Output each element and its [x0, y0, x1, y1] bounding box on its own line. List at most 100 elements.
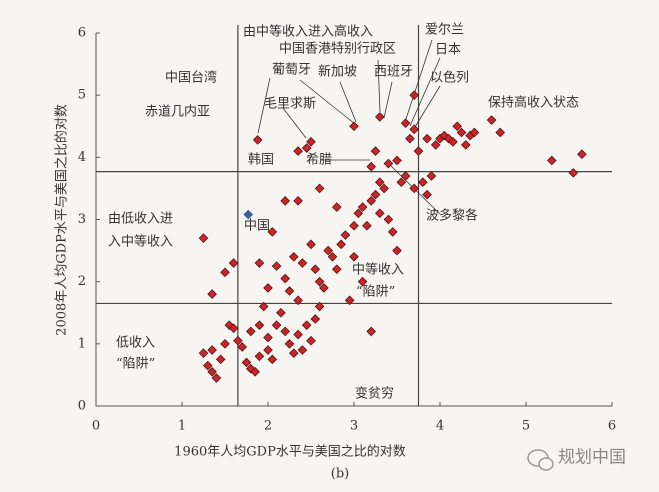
data-point [245, 326, 256, 337]
data-point [271, 320, 282, 330]
annotation: 韩国 [248, 153, 274, 168]
data-point [306, 136, 316, 147]
annotation: 毛里求斯 [264, 97, 316, 112]
y-tick-label: 4 [78, 150, 86, 165]
data-point [319, 283, 329, 293]
data-point [349, 251, 359, 262]
data-point [243, 209, 254, 220]
data-point [383, 158, 394, 169]
data-point [357, 202, 368, 212]
data-point [336, 239, 346, 250]
data-point [263, 283, 273, 293]
annotation: 中国台湾 [165, 70, 217, 86]
data-point [379, 183, 389, 194]
annotation: “陷阱” [356, 285, 395, 300]
annotation: 波多黎各 [426, 208, 478, 224]
data-point [314, 276, 325, 287]
data-point [370, 146, 381, 156]
data-point [362, 220, 372, 231]
data-point [207, 289, 217, 299]
data-point [241, 357, 252, 368]
data-point [366, 326, 377, 337]
data-point [198, 348, 209, 358]
data-point [306, 239, 316, 250]
data-point [422, 189, 432, 200]
data-point [323, 245, 334, 256]
watermark-icon [527, 449, 554, 471]
data-point [460, 140, 471, 150]
data-point [252, 135, 263, 145]
annotation: 以色列 [430, 70, 469, 86]
data-point [267, 227, 278, 237]
y-tick-label: 6 [78, 26, 86, 41]
annotation: 中等收入 [352, 262, 404, 278]
data-point [417, 177, 428, 188]
data-point [293, 196, 303, 206]
data-point [271, 261, 282, 271]
data-point [495, 127, 506, 138]
x-tick-label: 5 [522, 419, 530, 434]
data-point [211, 373, 222, 383]
data-point [456, 127, 467, 138]
y-tick-label: 3 [78, 212, 86, 227]
x-tick-label: 6 [608, 419, 616, 434]
annotation: 由中等收入进入高收入 [243, 24, 373, 40]
annotation: 保持高收入状态 [488, 95, 579, 111]
data-point [400, 171, 411, 181]
data-point [383, 214, 394, 225]
arrow [299, 79, 356, 125]
data-point [301, 143, 312, 153]
y-tick-label: 0 [78, 399, 86, 414]
annotation: 变贫穷 [355, 386, 394, 402]
data-point [198, 233, 209, 243]
data-point [426, 171, 437, 181]
y-tick-label: 5 [78, 88, 86, 103]
data-point [374, 208, 385, 219]
data-point [293, 295, 303, 306]
data-point [207, 345, 217, 355]
annotation: 中国香港特别行政区 [279, 42, 396, 57]
arrow [339, 81, 357, 123]
annotation: 葡萄牙 [272, 63, 311, 78]
data-point [331, 264, 342, 275]
data-point [267, 354, 278, 365]
data-point [392, 245, 402, 256]
y-tick-label: 2 [78, 274, 86, 289]
data-point [297, 258, 308, 268]
data-point [430, 140, 441, 150]
data-point [452, 121, 463, 132]
annotation: 新加坡 [318, 64, 357, 80]
x-tick-label: 1 [178, 419, 186, 434]
arrow [409, 57, 441, 127]
data-point [228, 323, 239, 334]
data-point [366, 161, 377, 172]
x-tick-label: 2 [264, 419, 272, 434]
data-point [250, 366, 260, 377]
data-point [288, 251, 299, 262]
arrow [383, 81, 393, 119]
data-point [254, 258, 265, 268]
data-point [409, 124, 420, 135]
data-point [220, 339, 230, 349]
data-point [469, 127, 480, 138]
data-point [344, 295, 355, 306]
data-point [276, 307, 286, 318]
arrow [257, 77, 271, 134]
arrow [377, 59, 381, 113]
data-point [310, 264, 321, 275]
data-point [413, 146, 424, 156]
data-point [392, 155, 402, 166]
arrow [282, 107, 307, 139]
data-point [409, 183, 420, 194]
data-point [293, 146, 303, 156]
data-point [327, 251, 338, 262]
annotation: 西班牙 [374, 65, 413, 80]
annotation: 中国 [244, 219, 270, 234]
data-point [405, 133, 415, 144]
data-point [237, 342, 248, 352]
data-point [301, 320, 312, 330]
y-axis-label: 2008年人均GDP水平与美国之比的对数 [54, 104, 70, 336]
annotation: 入中等收入 [108, 234, 173, 250]
data-point [215, 354, 226, 365]
